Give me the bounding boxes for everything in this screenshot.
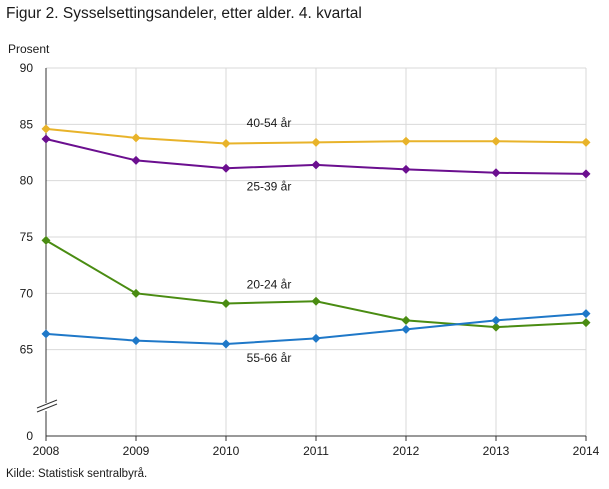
- data-point: [401, 136, 411, 146]
- data-point: [41, 134, 51, 144]
- y-tick-label: 70: [20, 286, 34, 300]
- data-point: [41, 329, 51, 339]
- data-point: [311, 137, 321, 147]
- source-note: Kilde: Statistisk sentralbyrå.: [6, 468, 148, 480]
- data-point: [401, 324, 411, 334]
- x-tick-label: 2014: [573, 444, 600, 458]
- series-label: 25-39 år: [247, 180, 292, 194]
- data-point: [491, 322, 501, 332]
- data-point: [41, 124, 51, 134]
- y-tick-label: 80: [20, 174, 34, 188]
- data-point: [131, 155, 141, 165]
- data-point: [41, 235, 51, 245]
- series-label: 20-24 år: [247, 277, 292, 291]
- data-point: [311, 296, 321, 306]
- y-axis-label: Prosent: [8, 42, 50, 56]
- axis-break-mark: [36, 403, 58, 413]
- data-point: [221, 339, 231, 349]
- data-point: [491, 168, 501, 178]
- data-point: [311, 160, 321, 170]
- data-point: [131, 336, 141, 346]
- data-point: [221, 138, 231, 148]
- data-point: [131, 133, 141, 143]
- x-tick-label: 2013: [483, 444, 510, 458]
- x-tick-label: 2011: [303, 444, 329, 458]
- axis-break-gap: [37, 403, 57, 411]
- data-point: [581, 169, 591, 179]
- series-label: 55-66 år: [247, 351, 292, 365]
- y-tick-label: 85: [20, 117, 34, 131]
- x-tick-label: 2010: [213, 444, 240, 458]
- data-point: [221, 163, 231, 173]
- axis-break-mark: [36, 399, 58, 409]
- data-point: [491, 136, 501, 146]
- chart-title: Figur 2. Sysselsettingsandeler, etter al…: [6, 5, 362, 22]
- data-point: [581, 137, 591, 147]
- data-point: [401, 315, 411, 325]
- y-tick-label: 65: [20, 343, 34, 357]
- series-label: 40-54 år: [247, 116, 292, 130]
- x-tick-label: 2012: [393, 444, 420, 458]
- y-tick-label: 0: [26, 429, 33, 443]
- data-point: [401, 164, 411, 174]
- data-point: [581, 318, 591, 328]
- data-point: [491, 315, 501, 325]
- x-tick-label: 2008: [33, 444, 60, 458]
- data-point: [131, 288, 141, 298]
- y-tick-label: 75: [20, 230, 34, 244]
- data-point: [221, 298, 231, 308]
- x-tick-label: 2009: [123, 444, 150, 458]
- data-point: [581, 309, 591, 319]
- y-tick-label: 90: [20, 61, 34, 75]
- data-point: [311, 333, 321, 343]
